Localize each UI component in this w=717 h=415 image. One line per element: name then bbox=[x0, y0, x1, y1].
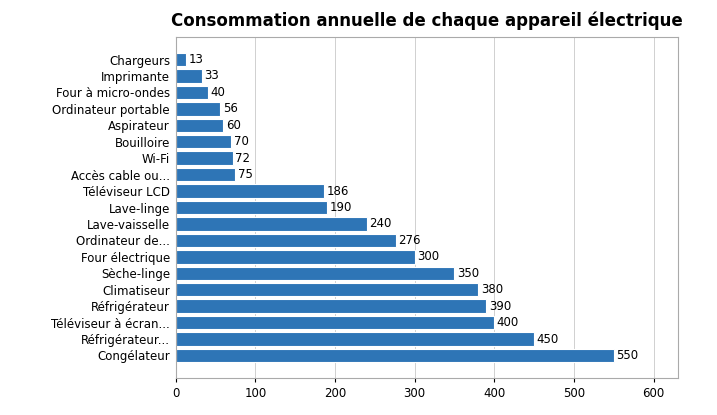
Text: 380: 380 bbox=[481, 283, 503, 296]
Text: 190: 190 bbox=[329, 201, 352, 214]
Bar bbox=[176, 119, 224, 132]
Bar bbox=[176, 217, 367, 231]
Bar bbox=[176, 135, 232, 149]
Bar bbox=[176, 102, 220, 116]
Bar bbox=[176, 201, 327, 214]
Text: 75: 75 bbox=[238, 168, 252, 181]
Text: 450: 450 bbox=[536, 332, 559, 346]
Bar bbox=[176, 299, 486, 313]
Bar bbox=[176, 332, 534, 346]
Bar bbox=[176, 151, 233, 165]
Bar bbox=[176, 69, 202, 83]
Bar bbox=[176, 266, 455, 280]
Text: 400: 400 bbox=[497, 316, 519, 329]
Text: 33: 33 bbox=[204, 69, 219, 83]
Bar bbox=[176, 283, 478, 296]
Text: 56: 56 bbox=[223, 103, 237, 115]
Text: 186: 186 bbox=[326, 185, 348, 198]
Bar bbox=[176, 85, 207, 99]
Text: 72: 72 bbox=[235, 152, 250, 165]
Text: 13: 13 bbox=[189, 53, 204, 66]
Bar bbox=[176, 168, 235, 181]
Text: 60: 60 bbox=[226, 119, 241, 132]
Text: 40: 40 bbox=[210, 86, 225, 99]
Text: 390: 390 bbox=[489, 300, 511, 312]
Bar bbox=[176, 316, 494, 330]
Text: 550: 550 bbox=[616, 349, 638, 362]
Text: 350: 350 bbox=[457, 267, 479, 280]
Bar bbox=[176, 184, 324, 198]
Text: 276: 276 bbox=[398, 234, 420, 247]
Text: 70: 70 bbox=[234, 135, 249, 148]
Title: Consommation annuelle de chaque appareil électrique: Consommation annuelle de chaque appareil… bbox=[171, 12, 683, 30]
Bar bbox=[176, 53, 186, 66]
Text: 300: 300 bbox=[417, 250, 440, 263]
Text: 240: 240 bbox=[369, 217, 391, 230]
Bar bbox=[176, 349, 614, 362]
Bar bbox=[176, 250, 414, 264]
Bar bbox=[176, 234, 396, 247]
